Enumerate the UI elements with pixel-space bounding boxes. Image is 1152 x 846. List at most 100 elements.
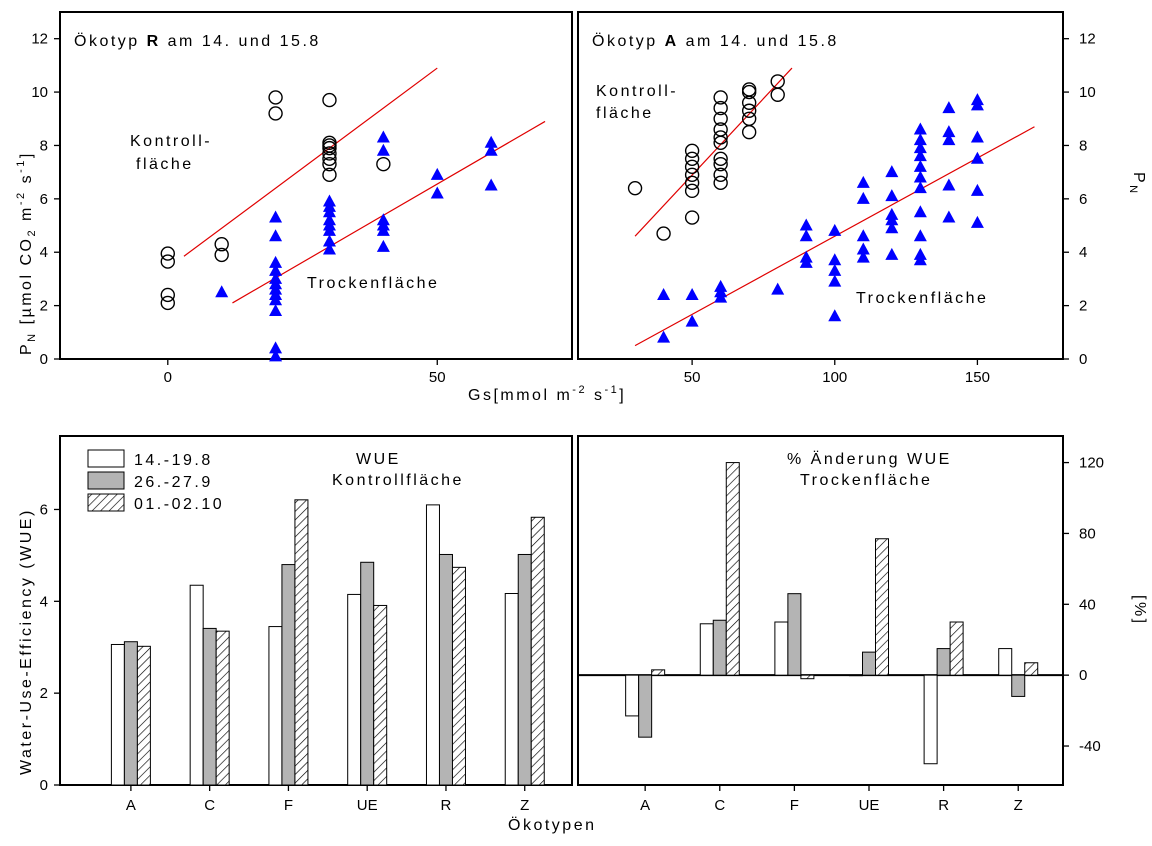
x-tick-label: F [284,797,293,814]
data-point-circle [214,247,229,263]
data-point-triangle [942,101,956,114]
x-tick-label: R [938,797,949,814]
data-point-circle [322,156,337,172]
bar [360,561,375,786]
y-tick-label: 12 [31,31,48,48]
data-point-circle [713,100,728,116]
data-point-triangle [484,143,498,156]
bar [774,621,789,676]
bar [438,553,453,786]
data-point-triangle [269,349,283,362]
data-point-triangle [913,247,927,260]
data-point-circle [322,167,337,183]
data-point-triangle [657,287,671,300]
bar [517,553,532,786]
data-point-circle [684,167,700,183]
data-point-triangle [970,183,984,196]
legend-swatch [87,493,125,512]
annotation-trockenflaeche: Trockenfläche [800,472,932,489]
y-tick-label: 10 [1079,84,1096,101]
data-point-triangle [942,210,956,223]
bar [651,669,666,676]
data-point-triangle [970,215,984,228]
data-point-triangle [269,263,283,276]
data-point-circle [322,146,337,161]
data-point-triangle [685,314,699,327]
y-tick-label: 0 [1079,351,1087,368]
panel-scatter-oekotyp-a: Ökotyp A am 14. und 15.8 Kontroll- fläch… [468,11,1147,404]
x-axis-label: Ökotypen [508,816,596,834]
data-point-circle [713,90,728,105]
x-tick-label: Z [520,797,529,814]
bar [936,648,951,676]
data-point-triangle [913,149,927,162]
bar [949,621,964,676]
x-tick-label: A [126,797,136,814]
y-tick-label: 8 [40,137,48,154]
bar [1011,674,1026,697]
data-point-triangle [376,239,390,252]
data-point-triangle [322,242,336,255]
x-tick-label: UE [859,797,880,814]
y-tick-label: 10 [31,84,48,101]
data-point-circle [684,183,700,199]
data-point-circle [214,237,229,252]
data-point-circle [160,295,175,311]
annotation-trocken: Trockenfläche [856,290,988,307]
bar [725,462,740,676]
data-point-circle [656,226,671,241]
x-axis-label: Gs[mmol m-2 s-1] [468,384,626,404]
y-tick-label: 6 [40,191,48,208]
bar [281,564,296,786]
panel-bar-wue-kontrollflaeche: WUE Kontrollfläche Water-Use-Efficiency … [18,435,573,814]
legend-label: 14.-19.8 [134,452,213,469]
data-point-triangle [828,223,842,236]
data-point-circle [741,124,757,140]
data-point-triangle [942,125,956,138]
bar [202,627,217,786]
annotation-wue: WUE [356,451,401,468]
y-tick-label: 6 [40,501,48,518]
data-point-circle [713,167,728,183]
data-point-circle [160,254,175,269]
data-point-circle [160,287,175,303]
data-point-triangle [714,279,728,292]
annotation-kontroll-1: Kontroll- [130,133,212,150]
data-point-triangle [376,213,390,226]
data-point-circle [713,156,728,172]
annotation-trocken: Trockenfläche [307,275,439,292]
data-point-triangle [856,191,870,204]
annotation-aenderung: % Änderung WUE [787,450,952,468]
bar [787,593,802,676]
bar [451,566,466,786]
y-tick-label: 80 [1079,525,1096,542]
data-point-triangle [828,253,842,266]
data-point-triangle [913,122,927,135]
data-point-circle [268,106,283,121]
data-point-triangle [376,130,390,143]
data-point-triangle [484,135,498,148]
x-tick-label: 50 [429,369,446,386]
y-tick-label: -40 [1079,738,1101,755]
data-point-triangle [269,303,283,316]
data-point-triangle [885,189,899,202]
data-point-triangle [799,250,813,263]
annotation-kontroll-2: fläche [136,156,194,173]
y-axis-label: Water-Use-Efficiency (WUE) [18,508,35,775]
data-point-circle [741,103,757,118]
y-tick-label: 40 [1079,596,1096,613]
data-point-triangle [269,229,283,242]
data-point-triangle [269,210,283,223]
x-tick-label: F [790,797,799,814]
panel-title: Ökotyp R am 14. und 15.8 [74,32,321,50]
bar [712,619,727,676]
data-point-circle [376,156,391,172]
annotation-kontroll-1: Kontroll- [596,83,678,100]
data-point-triangle [970,151,984,164]
data-point-circle [713,111,728,126]
data-point-triangle [970,93,984,106]
x-tick-label: 100 [822,369,847,386]
y-tick-label: 8 [1079,137,1087,154]
data-point-circle [627,180,643,196]
data-point-circle [322,135,337,150]
